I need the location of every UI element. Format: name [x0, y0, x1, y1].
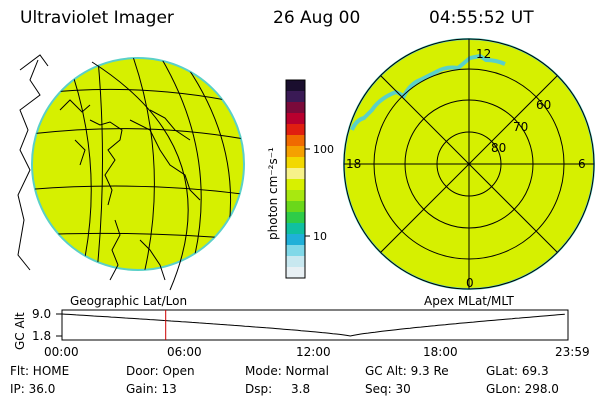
mlt-label-12: 12 [476, 47, 491, 61]
status-seq: Seq: 30 [365, 382, 411, 396]
colorbar-cell [286, 135, 305, 147]
mlat-label-70: 70 [513, 120, 528, 134]
polar-outline [343, 38, 595, 290]
colorbar-cell [286, 124, 305, 136]
status-glon: GLon: 298.0 [486, 382, 559, 396]
colorbar-cell [286, 256, 305, 268]
colorbar-cell [286, 201, 305, 213]
instrument-title: Ultraviolet Imager [20, 8, 174, 28]
timeline-x-0600: 06:00 [167, 345, 202, 359]
auroral-edge [350, 53, 506, 131]
colorbar-cell [286, 157, 305, 169]
colorbar-cell [286, 190, 305, 202]
colorbar-unit: photon cm⁻²s⁻¹ [266, 147, 280, 240]
timeline-y-bottom: 1.8 [32, 329, 52, 343]
colorbar-cell [286, 91, 305, 103]
timeline-x-2359: 23:59 [555, 345, 590, 359]
timeline-y-top: 9.0 [32, 307, 52, 321]
gc-altitude-curve [61, 313, 565, 337]
mlt-label-0: 0 [466, 276, 474, 290]
timeline-frame [61, 309, 569, 341]
colorbar-cell [286, 223, 305, 235]
colorbar-label-10: 10 [313, 230, 327, 243]
colorbar-cell [286, 80, 305, 92]
coastlines [17, 54, 201, 281]
orbit-timeline [56, 309, 569, 341]
status-mode: Mode: Normal [245, 364, 329, 378]
colorbar-cell [286, 212, 305, 224]
colorbar-frame [285, 79, 306, 279]
status-gc-alt: GC Alt: 9.3 Re [365, 364, 449, 378]
colorbar-cell [286, 113, 305, 125]
colorbar-cell [286, 102, 305, 114]
left-disc-fill [31, 57, 245, 271]
apex-polar-plot [343, 38, 595, 290]
status-dsp-value: 3.8 [291, 382, 311, 396]
mlat-label-80: 80 [491, 141, 506, 155]
timeline-x-0000: 00:00 [44, 345, 79, 359]
colorbar-cell [286, 146, 305, 158]
mlt-label-6: 6 [578, 157, 586, 171]
timeline-axis-label: GC Alt [13, 312, 27, 350]
status-ip: IP: 36.0 [10, 382, 56, 396]
apex-panel-label: Apex MLat/MLT [424, 294, 514, 308]
colorbar-label-100: 100 [313, 143, 334, 156]
mlt-label-18: 18 [346, 157, 361, 171]
timeline-x-1200: 12:00 [296, 345, 331, 359]
image-date: 26 Aug 00 [273, 8, 361, 28]
timeline-x-1800: 18:00 [423, 345, 458, 359]
geographic-panel-label: Geographic Lat/Lon [70, 294, 188, 308]
mlt-grid [344, 39, 594, 289]
colorbar-cell [286, 267, 305, 279]
colorbar-cell [286, 179, 305, 191]
status-glat: GLat: 69.3 [486, 364, 549, 378]
colorbar-cell [286, 234, 305, 246]
status-dsp-label: Dsp: [245, 382, 273, 396]
mlat-label-60: 60 [536, 98, 551, 112]
status-gain: Gain: 13 [126, 382, 177, 396]
image-time: 04:55:52 UT [429, 8, 534, 28]
status-door: Door: Open [126, 364, 195, 378]
status-flight: Flt: HOME [10, 364, 70, 378]
geographic-disc [17, 54, 245, 291]
colorbar-cell [286, 168, 305, 180]
colorbar-cells [286, 80, 305, 279]
colorbar [285, 79, 310, 279]
limb-arc [91, 61, 189, 291]
colorbar-cell [286, 245, 305, 257]
